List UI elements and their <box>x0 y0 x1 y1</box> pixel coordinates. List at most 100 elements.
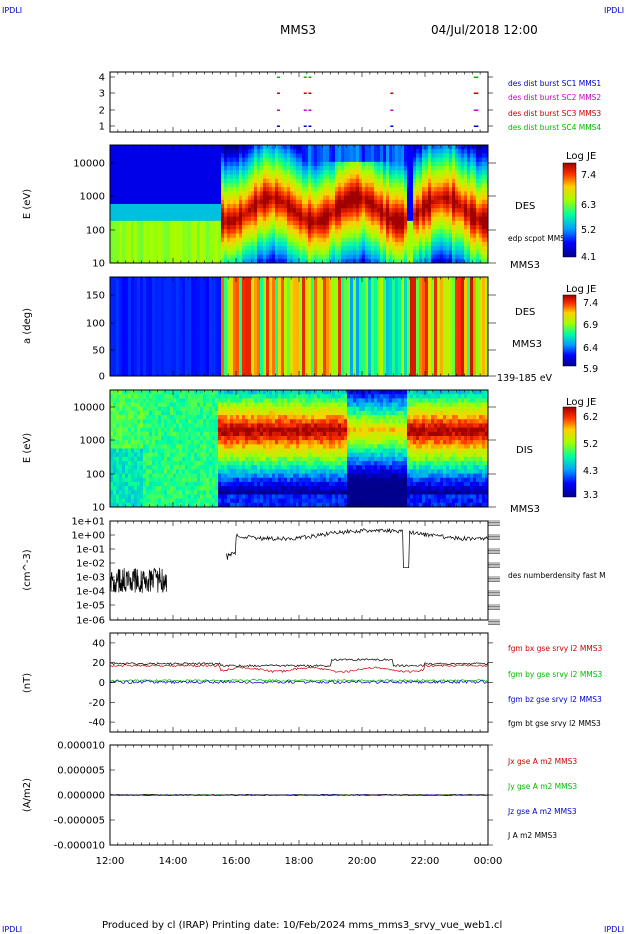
spectrogram-cell <box>335 233 339 239</box>
spectrogram-cell <box>278 220 282 226</box>
spectrogram-cell <box>119 212 123 218</box>
spectrogram-cell <box>332 199 336 205</box>
spectrogram-cell <box>476 233 480 239</box>
spectrogram-cell <box>326 225 330 230</box>
spectrogram-cell <box>176 170 180 175</box>
spectrogram-cell <box>455 208 459 213</box>
spectrogram-cell <box>269 250 273 255</box>
spectrogram-cell <box>215 174 219 180</box>
spectrogram-cell <box>293 191 297 196</box>
spectrogram-cell <box>110 347 114 352</box>
spectrogram-cell <box>335 199 339 205</box>
spectrogram-cell <box>248 157 252 163</box>
spectrogram-cell <box>443 178 447 184</box>
spectrogram-cell <box>251 326 255 331</box>
spectrogram-cell <box>161 340 165 345</box>
spectrogram-cell <box>368 233 372 239</box>
spectrogram-cell <box>137 298 141 303</box>
spectrogram-cell <box>275 195 279 201</box>
spectrogram-cell <box>113 187 117 192</box>
spectrogram-cell <box>395 220 399 226</box>
spectrogram-cell <box>404 182 408 188</box>
spectrogram-cell <box>479 182 483 188</box>
spectrogram-cell <box>485 250 489 255</box>
spectrogram-cell <box>410 145 414 150</box>
spectrogram-cell <box>254 220 258 226</box>
spectrogram-cell <box>143 351 147 356</box>
spectrogram-cell <box>302 250 306 255</box>
spectrogram-cell <box>290 250 294 255</box>
spectrogram-cell <box>314 153 318 159</box>
spectrogram-cell <box>374 254 378 260</box>
spectrogram-cell <box>479 250 483 255</box>
spectrogram-cell <box>113 347 117 352</box>
spectrogram-cell <box>173 344 177 349</box>
spectrogram-cell <box>215 337 219 342</box>
spectrogram-cell <box>140 178 144 184</box>
spectrogram-cell <box>170 365 174 370</box>
spectrogram-cell <box>389 174 393 180</box>
spectrogram-cell <box>218 233 222 239</box>
spectrogram-cell <box>188 277 192 281</box>
spectrogram-cell <box>413 157 417 163</box>
spectrogram-cell <box>221 308 225 313</box>
spectrogram-cell <box>278 208 282 213</box>
spectrogram-cell <box>170 319 174 324</box>
spectrogram-cell <box>389 220 393 226</box>
spectrogram-cell <box>203 225 207 230</box>
spectrogram-cell <box>149 361 153 366</box>
spectrogram-cell <box>401 241 405 247</box>
spectrogram-cell <box>350 145 354 150</box>
spectrogram-cell <box>449 153 453 159</box>
spectrogram-cell <box>170 208 174 213</box>
spectrogram-cell <box>179 319 183 324</box>
spectrogram-cell <box>233 195 237 201</box>
spectrogram-cell <box>479 149 483 154</box>
spectrogram-cell <box>167 208 171 213</box>
spectrogram-cell <box>140 358 144 363</box>
spectrogram-cell <box>194 315 198 320</box>
spectrogram-cell <box>389 170 393 175</box>
spectrogram-cell <box>338 229 342 234</box>
spectrogram-cell <box>260 347 264 352</box>
spectrogram-cell <box>302 220 306 226</box>
spectrogram-cell <box>311 220 315 226</box>
spectrogram-cell <box>362 250 366 255</box>
spectrogram-cell <box>152 233 156 239</box>
spectrogram-cell <box>386 233 390 239</box>
spectrogram-cell <box>131 280 135 285</box>
spectrogram-cell <box>485 145 489 150</box>
spectrogram-cell <box>170 298 174 303</box>
spectrogram-cell <box>341 225 345 230</box>
spectrogram-cell <box>113 161 117 167</box>
spectrogram-cell <box>197 305 201 310</box>
spectrogram-cell <box>305 237 309 243</box>
spectrogram-cell <box>116 250 120 255</box>
spectrogram-cell <box>227 237 231 243</box>
spectrogram-cell <box>428 220 432 226</box>
spectrogram-cell <box>305 225 309 230</box>
spectrogram-cell <box>287 166 291 171</box>
spectrogram-cell <box>137 182 141 188</box>
spectrogram-cell <box>152 351 156 356</box>
spectrogram-cell <box>428 153 432 159</box>
spectrogram-cell <box>233 157 237 163</box>
spectrogram-cell <box>137 199 141 205</box>
spectrogram-cell <box>182 191 186 196</box>
burst-mark <box>475 109 479 111</box>
spectrogram-cell <box>197 191 201 196</box>
spectrogram-cell <box>227 187 231 192</box>
spectrogram-cell <box>149 216 153 222</box>
spectrogram-cell <box>437 174 441 180</box>
spectrogram-cell <box>359 191 363 196</box>
spectrogram-cell <box>224 220 228 226</box>
spectrogram-cell <box>137 315 141 320</box>
spectrogram-cell <box>194 361 198 366</box>
spectrogram-cell <box>428 174 432 180</box>
spectrogram-cell <box>215 195 219 201</box>
spectrogram-cell <box>212 199 216 205</box>
spectrogram-cell <box>164 250 168 255</box>
spectrogram-cell <box>335 166 339 171</box>
spectrogram-cell <box>140 157 144 163</box>
spectrogram-cell <box>473 187 477 192</box>
